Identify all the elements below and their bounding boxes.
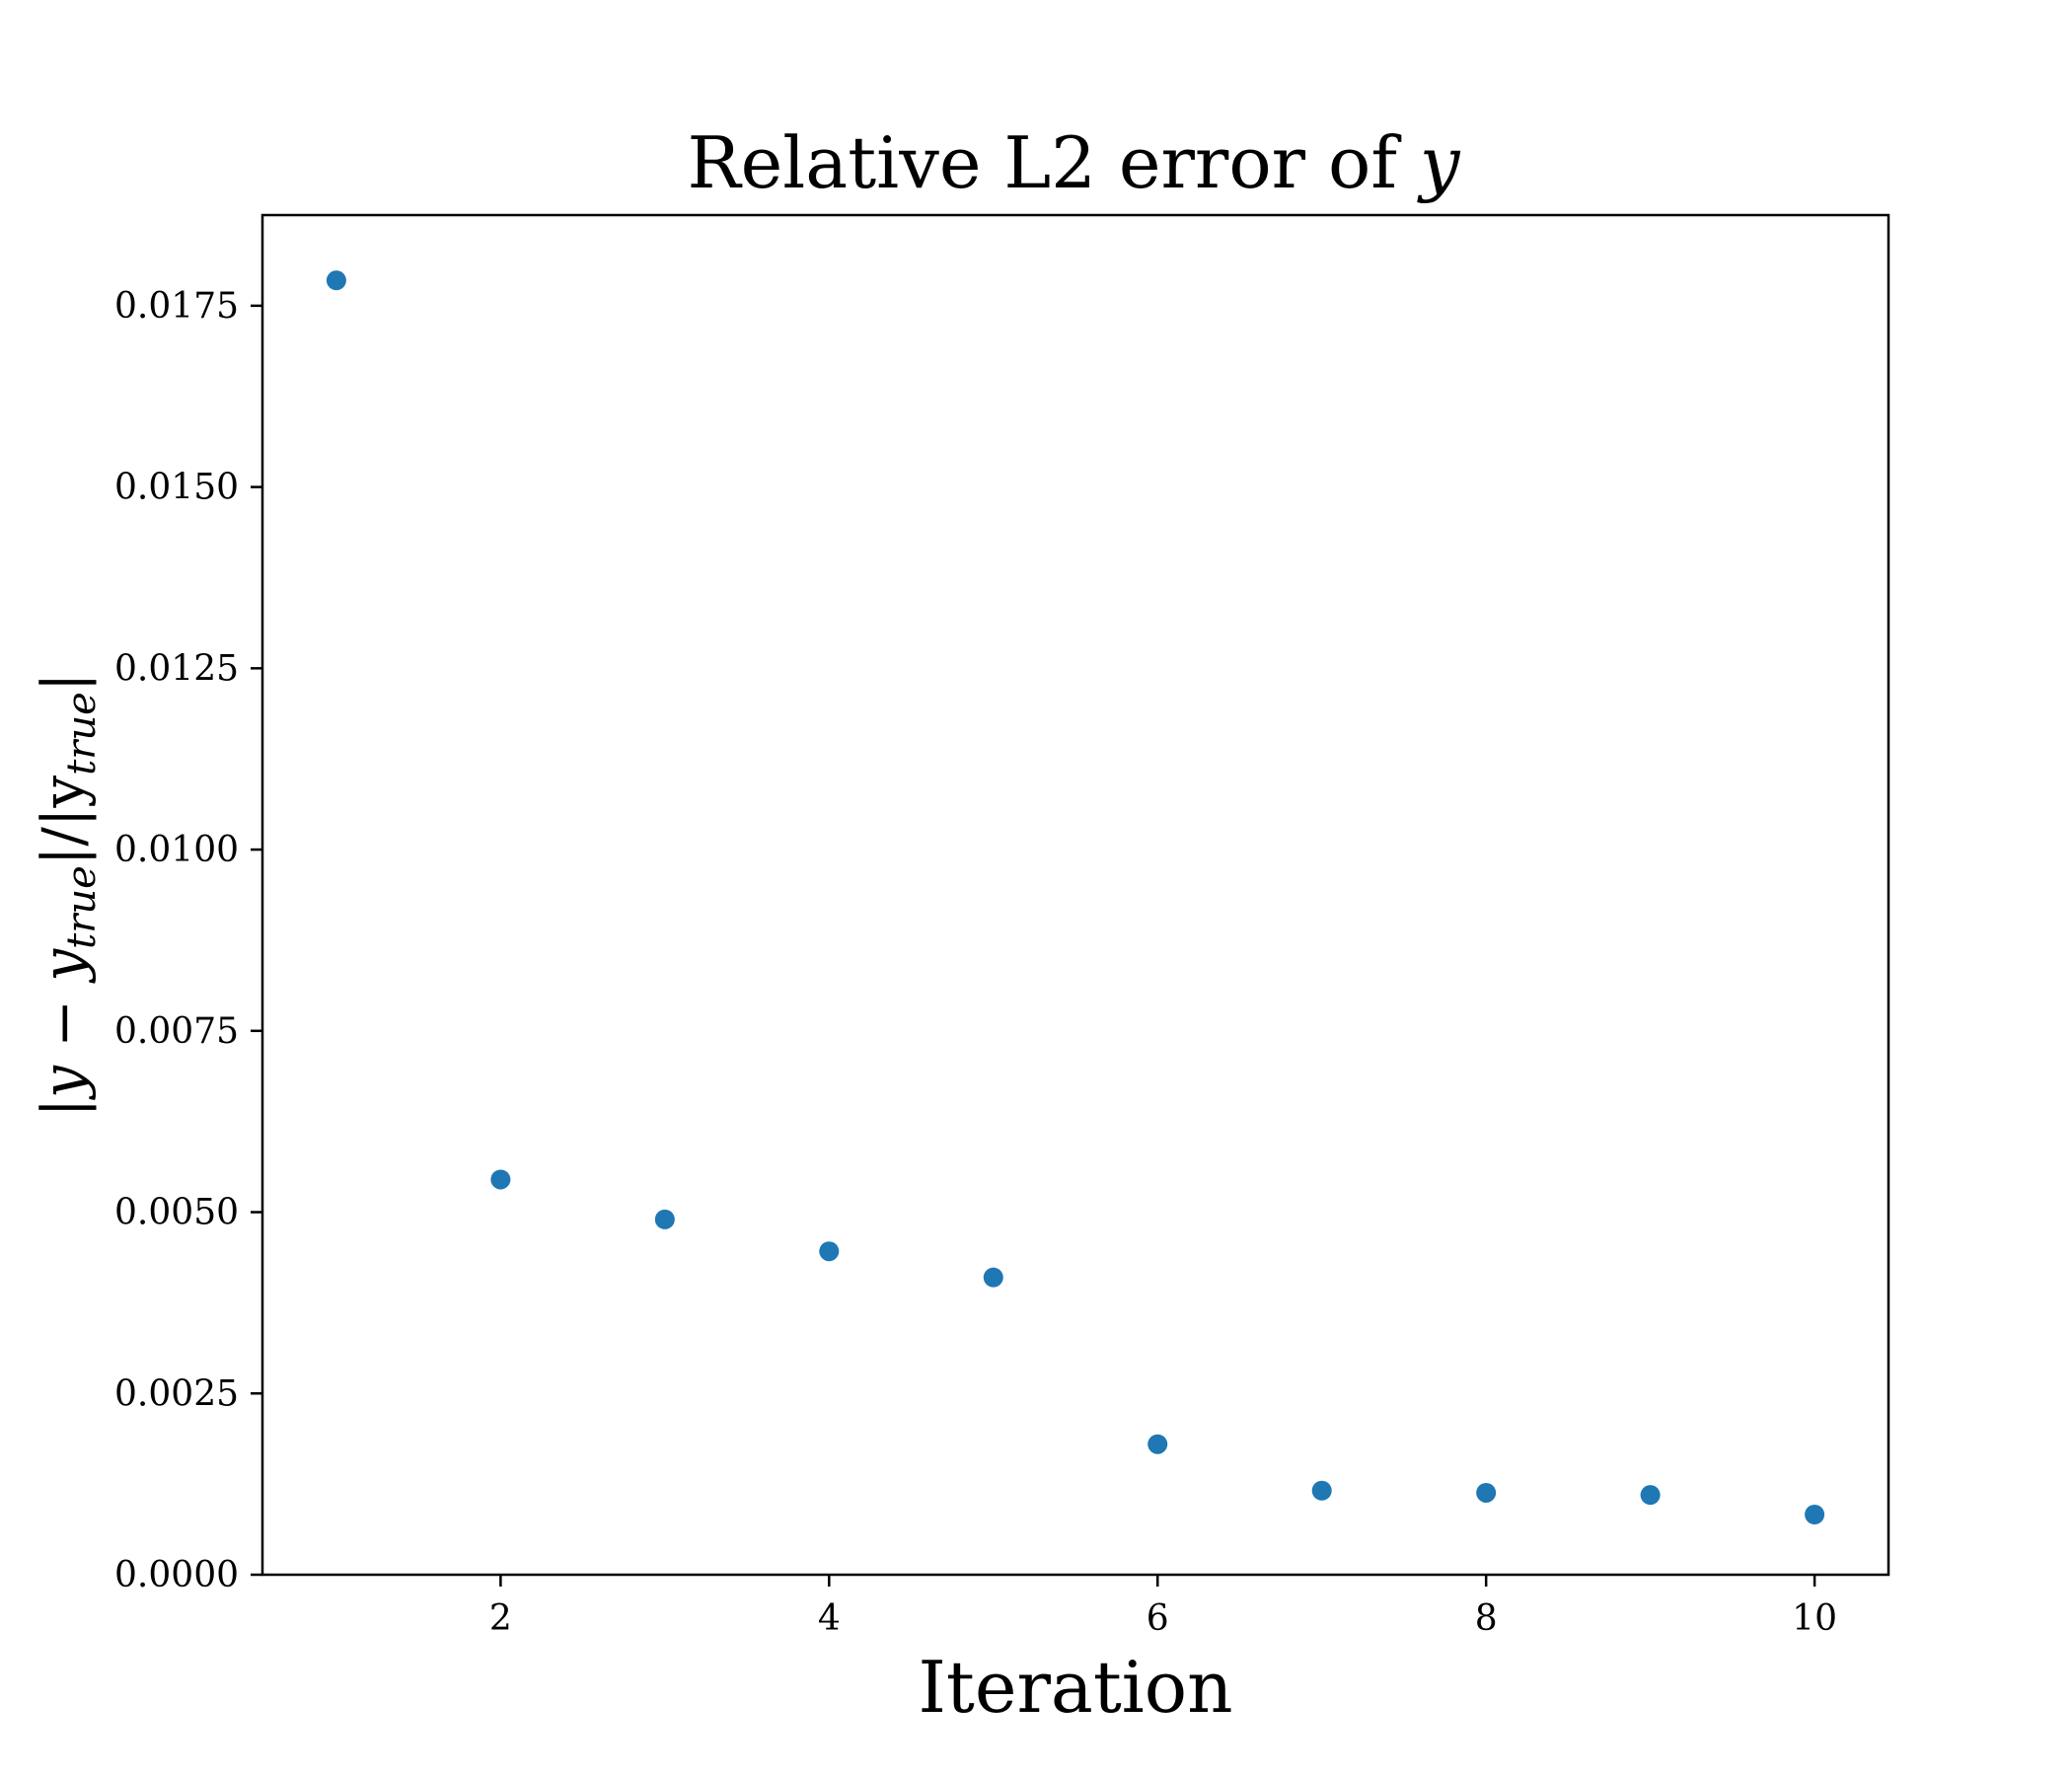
y-tick-label: 0.0175: [114, 286, 239, 327]
data-point: [1805, 1505, 1825, 1525]
data-point: [326, 270, 346, 291]
data-point: [819, 1241, 840, 1262]
y-label-bar-right: |: [30, 673, 97, 693]
data-point: [1476, 1482, 1497, 1503]
data-points: [326, 270, 1825, 1525]
x-tick-label: 8: [1475, 1598, 1498, 1639]
x-axis-ticks: 2 4 6 8 10: [489, 1575, 1837, 1639]
x-axis-label: Iteration: [918, 1646, 1232, 1729]
y-label-ytrue-base: y: [30, 948, 97, 985]
data-point: [1640, 1485, 1661, 1506]
data-point: [1311, 1480, 1332, 1501]
y-label-ytrue-sub: true: [59, 865, 105, 949]
chart-title-prefix: Relative L2 error of: [687, 121, 1419, 204]
y-axis-ticks: 0.0000 0.0025 0.0050 0.0075 0.0100 0.0125 0.01…: [114, 286, 262, 1595]
y-tick-label: 0.0150: [114, 468, 239, 508]
x-tick-label: 10: [1792, 1598, 1837, 1639]
y-label-denom-base: y: [30, 776, 97, 809]
chart-title: Relative L2 error of y: [687, 121, 1460, 204]
chart-title-symbol: y: [1417, 121, 1461, 204]
y-tick-label: 0.0025: [114, 1373, 239, 1414]
y-label-bar-left: |: [30, 1098, 97, 1118]
y-tick-label: 0.0075: [114, 1011, 239, 1052]
x-tick-label: 6: [1147, 1598, 1169, 1639]
x-tick-label: 4: [818, 1598, 841, 1639]
y-label-mid: |/|: [30, 808, 97, 866]
plot-area-frame: [260, 213, 1890, 1577]
data-point: [490, 1169, 511, 1190]
y-tick-label: 0.0125: [114, 648, 239, 689]
y-tick-label: 0.0100: [114, 830, 239, 870]
y-tick-label: 0.0050: [114, 1193, 239, 1233]
y-axis-label: |y − ytrue|/|ytrue|: [30, 673, 105, 1118]
y-label-denom-sub: true: [59, 692, 105, 776]
y-label-y: y: [30, 1065, 97, 1101]
data-point: [1147, 1434, 1168, 1454]
y-label-minus: −: [30, 982, 97, 1066]
y-tick-label: 0.0000: [114, 1555, 239, 1595]
data-point: [654, 1209, 675, 1229]
x-tick-label: 2: [489, 1598, 512, 1639]
data-point: [983, 1267, 1003, 1288]
